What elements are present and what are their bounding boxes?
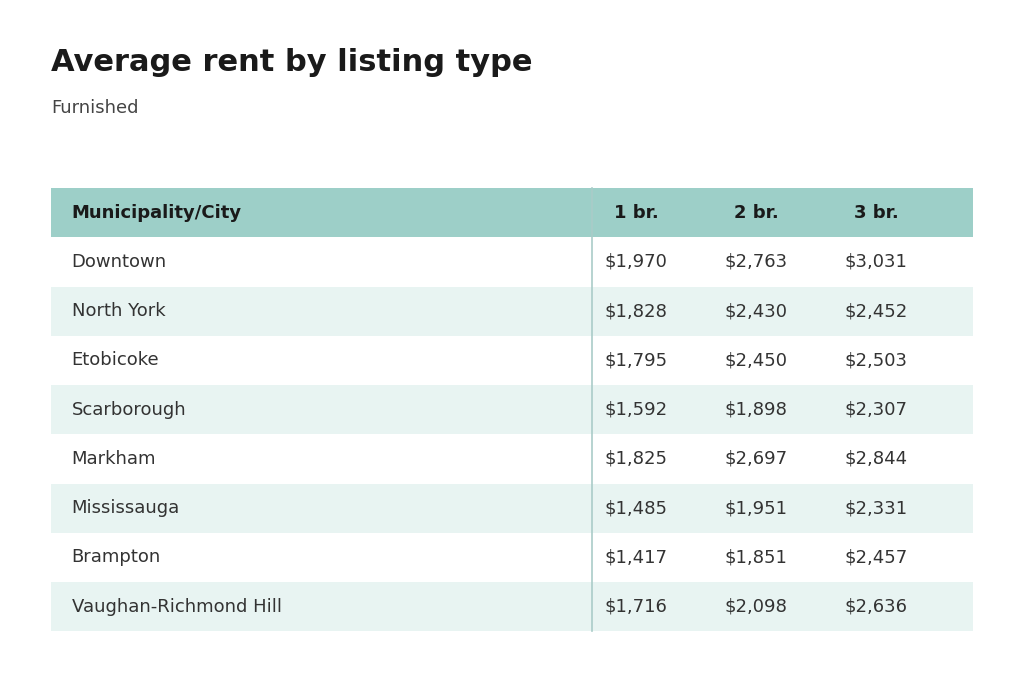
Text: $1,828: $1,828 bbox=[605, 302, 668, 320]
Text: $2,098: $2,098 bbox=[725, 598, 787, 616]
Text: $1,898: $1,898 bbox=[725, 401, 787, 419]
Text: $2,503: $2,503 bbox=[845, 352, 907, 369]
Text: $2,307: $2,307 bbox=[845, 401, 907, 419]
Text: Scarborough: Scarborough bbox=[72, 401, 186, 419]
Text: $1,951: $1,951 bbox=[725, 499, 787, 517]
Text: $2,457: $2,457 bbox=[845, 549, 907, 566]
Text: $1,825: $1,825 bbox=[605, 450, 668, 468]
Text: 1 br.: 1 br. bbox=[614, 204, 658, 222]
Text: Municipality/City: Municipality/City bbox=[72, 204, 242, 222]
Text: Downtown: Downtown bbox=[72, 253, 167, 271]
Text: North York: North York bbox=[72, 302, 165, 320]
Text: Etobicoke: Etobicoke bbox=[72, 352, 160, 369]
Text: $1,716: $1,716 bbox=[605, 598, 668, 616]
Text: $1,795: $1,795 bbox=[605, 352, 668, 369]
Text: $1,485: $1,485 bbox=[605, 499, 668, 517]
Text: Markham: Markham bbox=[72, 450, 157, 468]
Text: 2 br.: 2 br. bbox=[734, 204, 778, 222]
Text: Furnished: Furnished bbox=[51, 99, 138, 117]
Text: $2,697: $2,697 bbox=[725, 450, 787, 468]
Text: $3,031: $3,031 bbox=[845, 253, 907, 271]
Text: $2,844: $2,844 bbox=[845, 450, 907, 468]
Text: $2,763: $2,763 bbox=[725, 253, 787, 271]
Text: 3 br.: 3 br. bbox=[854, 204, 898, 222]
Text: $1,851: $1,851 bbox=[725, 549, 787, 566]
Text: Average rent by listing type: Average rent by listing type bbox=[51, 48, 532, 77]
Text: $2,450: $2,450 bbox=[725, 352, 787, 369]
Text: $2,430: $2,430 bbox=[725, 302, 787, 320]
Text: Mississauga: Mississauga bbox=[72, 499, 180, 517]
Text: $1,592: $1,592 bbox=[605, 401, 668, 419]
Text: $1,970: $1,970 bbox=[605, 253, 668, 271]
Text: $2,452: $2,452 bbox=[845, 302, 907, 320]
Text: $1,417: $1,417 bbox=[605, 549, 668, 566]
Text: Vaughan-Richmond Hill: Vaughan-Richmond Hill bbox=[72, 598, 282, 616]
Text: $2,331: $2,331 bbox=[845, 499, 907, 517]
Text: $2,636: $2,636 bbox=[845, 598, 907, 616]
Text: Brampton: Brampton bbox=[72, 549, 161, 566]
